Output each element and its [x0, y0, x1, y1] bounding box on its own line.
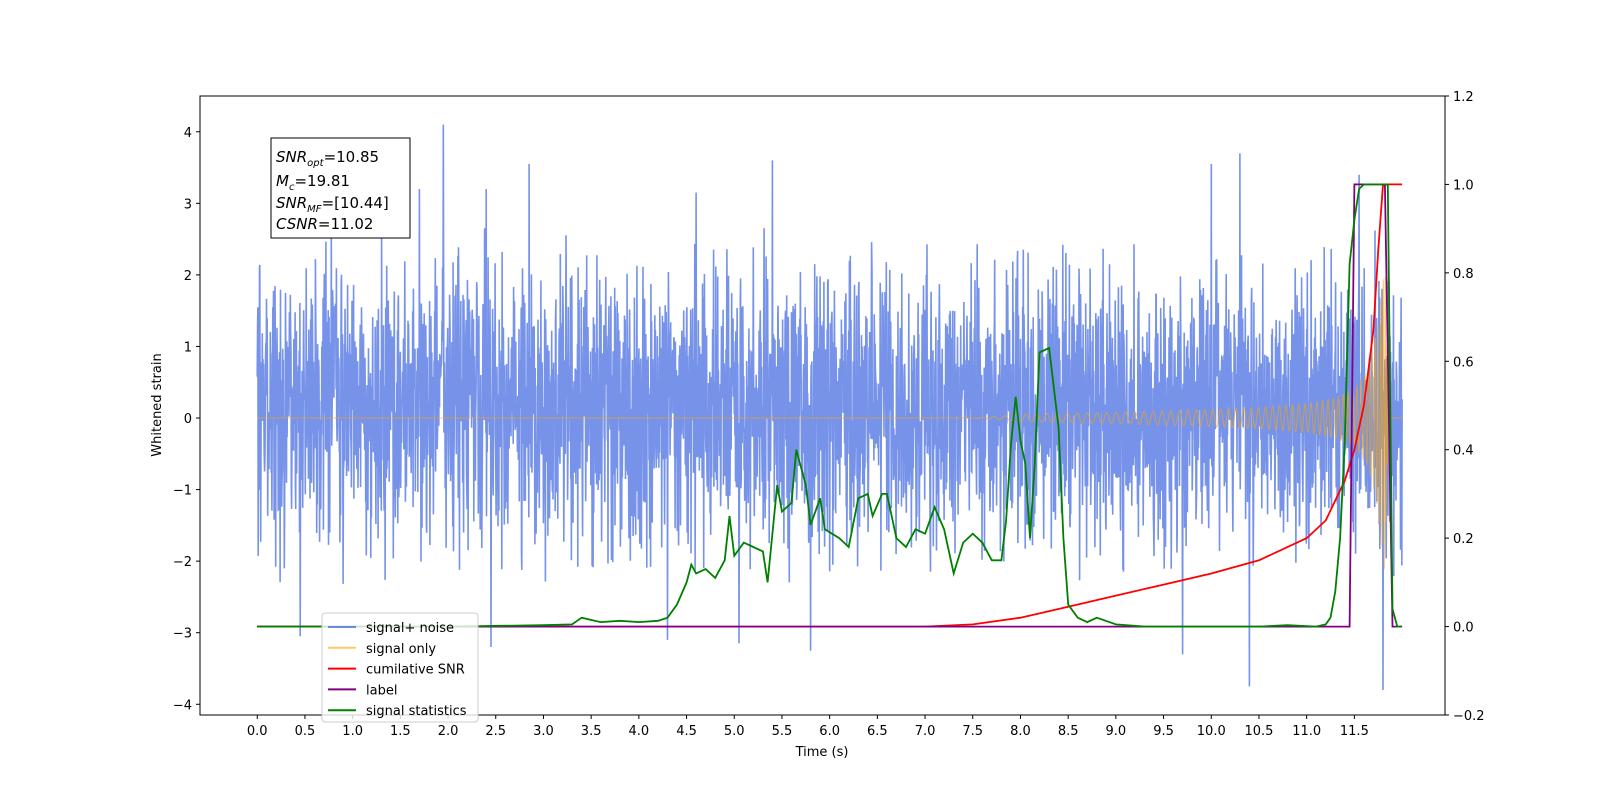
x-tick-label: 0.5 — [295, 724, 316, 739]
x-tick-label: 8.0 — [1010, 724, 1031, 739]
y-axis-left-label: Whitened strain — [150, 353, 165, 456]
y-right-tick-label: 1.2 — [1453, 90, 1474, 105]
y-right-tick-label: 0.2 — [1453, 532, 1474, 547]
y-right-tick-label: 0.0 — [1453, 621, 1474, 636]
x-tick-label: 4.0 — [629, 724, 650, 739]
x-tick-label: 4.5 — [676, 724, 697, 739]
legend: signal+ noise signal only cumilative SNR la… — [321, 612, 479, 723]
x-tick-label: 5.0 — [724, 724, 745, 739]
y-right-tick-label: 0.8 — [1453, 267, 1474, 282]
x-tick-label: 9.0 — [1106, 724, 1127, 739]
x-tick-label: 7.5 — [962, 724, 983, 739]
signal-series-line — [257, 276, 1403, 570]
y-left-tick-label: −2 — [173, 555, 192, 570]
plot-area — [256, 124, 1403, 691]
x-tick-label: 3.0 — [533, 724, 554, 739]
y-left-tick-label: 0 — [184, 412, 192, 427]
y-left-tick-label: −4 — [173, 698, 192, 713]
x-tick-label: 3.5 — [581, 724, 602, 739]
annotation-snr-opt: SNRopt=10.85 — [276, 148, 379, 169]
x-tick-label: 0.0 — [247, 724, 268, 739]
y-left-tick-label: 2 — [184, 269, 192, 284]
y-left-tick-label: 3 — [184, 197, 192, 212]
y-right-tick-label: −0.2 — [1453, 709, 1485, 724]
x-axis-ticks: 0.0 0.5 1.0 1.5 2.0 2.5 3.0 3.5 4.0 4.5 5.0 5.5 6.0 6… — [247, 715, 1369, 739]
legend-frame — [321, 612, 479, 723]
x-tick-label: 5.5 — [772, 724, 793, 739]
snr-annotation-box: SNRopt=10.85 Mc=19.81 SNRMF=[10.44] CSNR… — [270, 137, 411, 239]
legend-label: cumilative SNR — [366, 663, 465, 678]
x-tick-label: 2.0 — [438, 724, 459, 739]
y-left-tick-label: 1 — [184, 340, 192, 355]
x-tick-label: 1.0 — [342, 724, 363, 739]
plot-frame — [199, 95, 1446, 716]
x-tick-label: 8.5 — [1058, 724, 1079, 739]
x-tick-label: 7.0 — [915, 724, 936, 739]
legend-entries: signal+ noise signal only cumilative SNR la… — [328, 621, 467, 719]
legend-label: signal only — [366, 642, 436, 657]
legend-label: signal statistics — [366, 704, 467, 719]
y-right-tick-label: 0.4 — [1453, 444, 1474, 459]
right-axis-series-layer — [257, 183, 1403, 628]
y-axis-right-ticks: −0.2 0.0 0.2 0.4 0.6 0.8 1.0 1.2 — [1445, 90, 1485, 724]
x-tick-label: 6.0 — [819, 724, 840, 739]
legend-label: label — [366, 683, 397, 698]
cumulative-snr-line — [257, 183, 1403, 628]
x-tick-label: 11.0 — [1292, 724, 1321, 739]
y-right-tick-label: 1.0 — [1453, 178, 1474, 193]
annotation-csnr: CSNR=11.02 — [276, 215, 373, 233]
x-tick-label: 10.5 — [1244, 724, 1273, 739]
x-tick-label: 6.5 — [867, 724, 888, 739]
y-left-tick-label: −1 — [173, 484, 192, 499]
annotation-snr-mf: SNRMF=[10.44] — [276, 194, 389, 215]
signal-series-layer — [257, 276, 1403, 570]
x-tick-label: 1.5 — [390, 724, 411, 739]
legend-label: signal+ noise — [366, 621, 454, 636]
noise-series-line — [256, 124, 1403, 691]
y-left-tick-label: 4 — [184, 126, 192, 141]
noise-series-layer — [256, 124, 1403, 691]
y-left-tick-label: −3 — [173, 627, 192, 642]
x-tick-label: 10.0 — [1197, 724, 1226, 739]
annotation-chirp-mass: Mc=19.81 — [276, 172, 350, 193]
x-tick-label: 2.5 — [485, 724, 506, 739]
signal-statistics-line — [257, 183, 1403, 628]
y-axis-left-ticks: −4 −3 −2 −1 0 1 2 3 4 — [173, 126, 200, 713]
x-tick-label: 11.5 — [1340, 724, 1369, 739]
annotation-frame — [270, 137, 411, 239]
y-right-tick-label: 0.6 — [1453, 355, 1474, 370]
x-tick-label: 9.5 — [1153, 724, 1174, 739]
x-axis-label: Time (s) — [795, 745, 849, 760]
